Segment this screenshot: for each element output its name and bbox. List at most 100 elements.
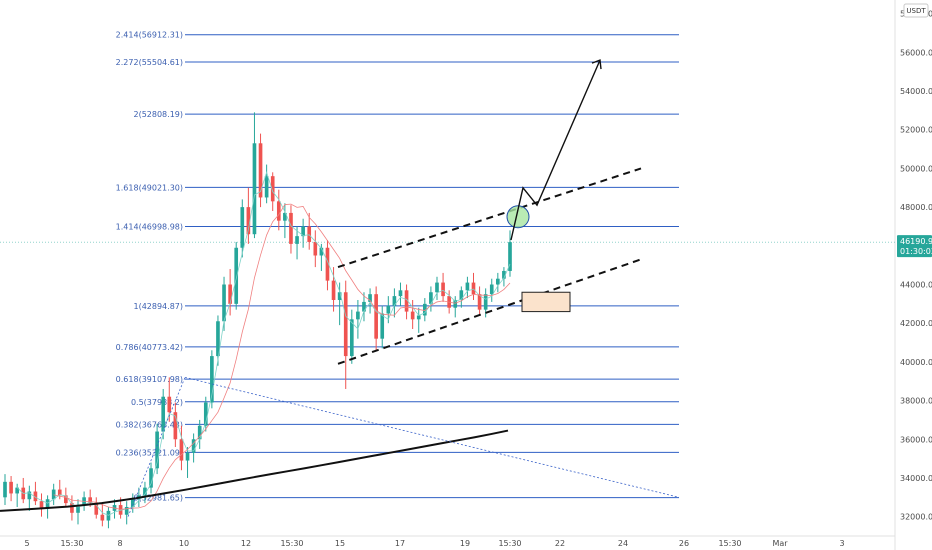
descending-trendline [184,376,680,498]
candle-body [289,212,293,244]
candle-body [483,294,488,310]
last-price-tag [897,235,932,258]
candle-body [234,247,239,304]
candle-body [15,487,19,494]
price-tick-label: 36000.00 [900,435,932,444]
candle-body [283,212,287,221]
price-tick-label: 34000.00 [900,474,932,483]
candle-body [331,280,336,300]
candle-body [422,303,427,316]
channel-upper-line [337,167,642,269]
candle-body [471,282,476,295]
candle-body [203,402,208,426]
fib-level-label: 0.236(35321.09) [116,448,183,457]
candle-body [368,294,372,302]
candle-body [33,491,38,502]
projection-arrowhead [591,59,602,70]
fib-anchor-line [127,377,186,517]
candle-body [453,299,458,308]
fib-level-label: 2.414(56912.31) [116,31,183,40]
candle-body [3,481,7,498]
plot-area [0,0,895,536]
candle-body [343,292,348,357]
support-zone-box [521,291,571,313]
fib-level-label: 1.618(49021.30) [116,183,183,192]
time-tick-label: 15:30 [718,539,741,548]
candle-body [173,412,178,440]
candle-body [295,236,299,244]
candle-body [100,514,105,521]
candle-body [94,503,99,515]
fib-level-label: 2.272(55504.61) [116,58,183,67]
fib-level-label: 1.414(46998.98) [116,222,183,231]
candle-body [228,284,232,304]
breakout-circle [506,205,530,229]
candle-body [374,294,378,339]
time-tick-label: 19 [460,539,470,548]
last-price-value: 46190.97 [900,237,932,246]
candle-body [155,431,159,469]
time-tick-label: 15:30 [280,539,303,548]
candle-body [319,247,324,256]
currency-label: USDT [906,7,926,15]
candle-body [496,278,500,285]
time-tick-label: 10 [179,539,189,548]
fib-level-label: 0.382(36768.43) [116,420,183,429]
time-tick-label: 12 [241,539,251,548]
candle-body [325,247,330,281]
candle-body [57,489,62,496]
candle-body [9,481,13,494]
candle-body [386,305,391,314]
candle-body [270,176,275,202]
channel-lower-line [337,258,642,365]
time-tick-label: 5 [24,539,29,548]
candle-body [149,468,153,488]
candle-body [337,292,342,300]
candle-body [276,201,281,221]
long-ema-line [0,429,509,512]
fib-level-label: 0.618(39107.98) [116,375,183,384]
candle-body [70,503,74,513]
price-tick-label: 56000.00 [900,48,932,57]
candle-body [404,290,409,312]
candle-body [240,207,245,248]
time-tick-label: 24 [618,539,628,548]
candle-body [39,501,44,509]
candle-body [161,396,166,432]
candle-body [459,290,464,300]
candle-body [216,321,220,357]
candle-body [429,292,433,304]
candle-body [197,425,202,440]
candle-body [489,284,494,295]
price-tick-label: 54000.00 [900,87,932,96]
fib-level-label: 1(42894.87) [133,302,183,311]
candle-body [380,313,385,339]
candle-body [167,396,172,413]
candle-body [88,497,93,504]
candle-body [222,284,226,322]
candle-body [362,301,366,312]
price-tick-label: 52000.00 [900,126,932,135]
projection-path [510,59,601,241]
candle-body [465,282,470,291]
price-tick-label: 50000.00 [900,164,932,173]
candle-body [435,282,439,293]
time-tick-label: 17 [395,539,405,548]
price-tick-label: 40000.00 [900,358,932,367]
fib-level-label: 0.5(37938.2) [131,398,183,407]
candle-body [441,282,445,297]
time-tick-label: 15:30 [498,539,521,548]
candle-body [502,270,506,279]
candle-body [349,319,354,357]
candle-body [416,315,421,320]
price-tick-label: 32000.00 [900,513,932,522]
candle-body [508,242,512,271]
candle-body [124,506,129,515]
currency-badge [903,3,929,18]
price-tick-label: 42000.00 [900,319,932,328]
price-tick-label: 48000.00 [900,203,932,212]
candle-body [64,495,68,504]
candle-body [143,487,147,496]
candle-body [477,294,482,310]
